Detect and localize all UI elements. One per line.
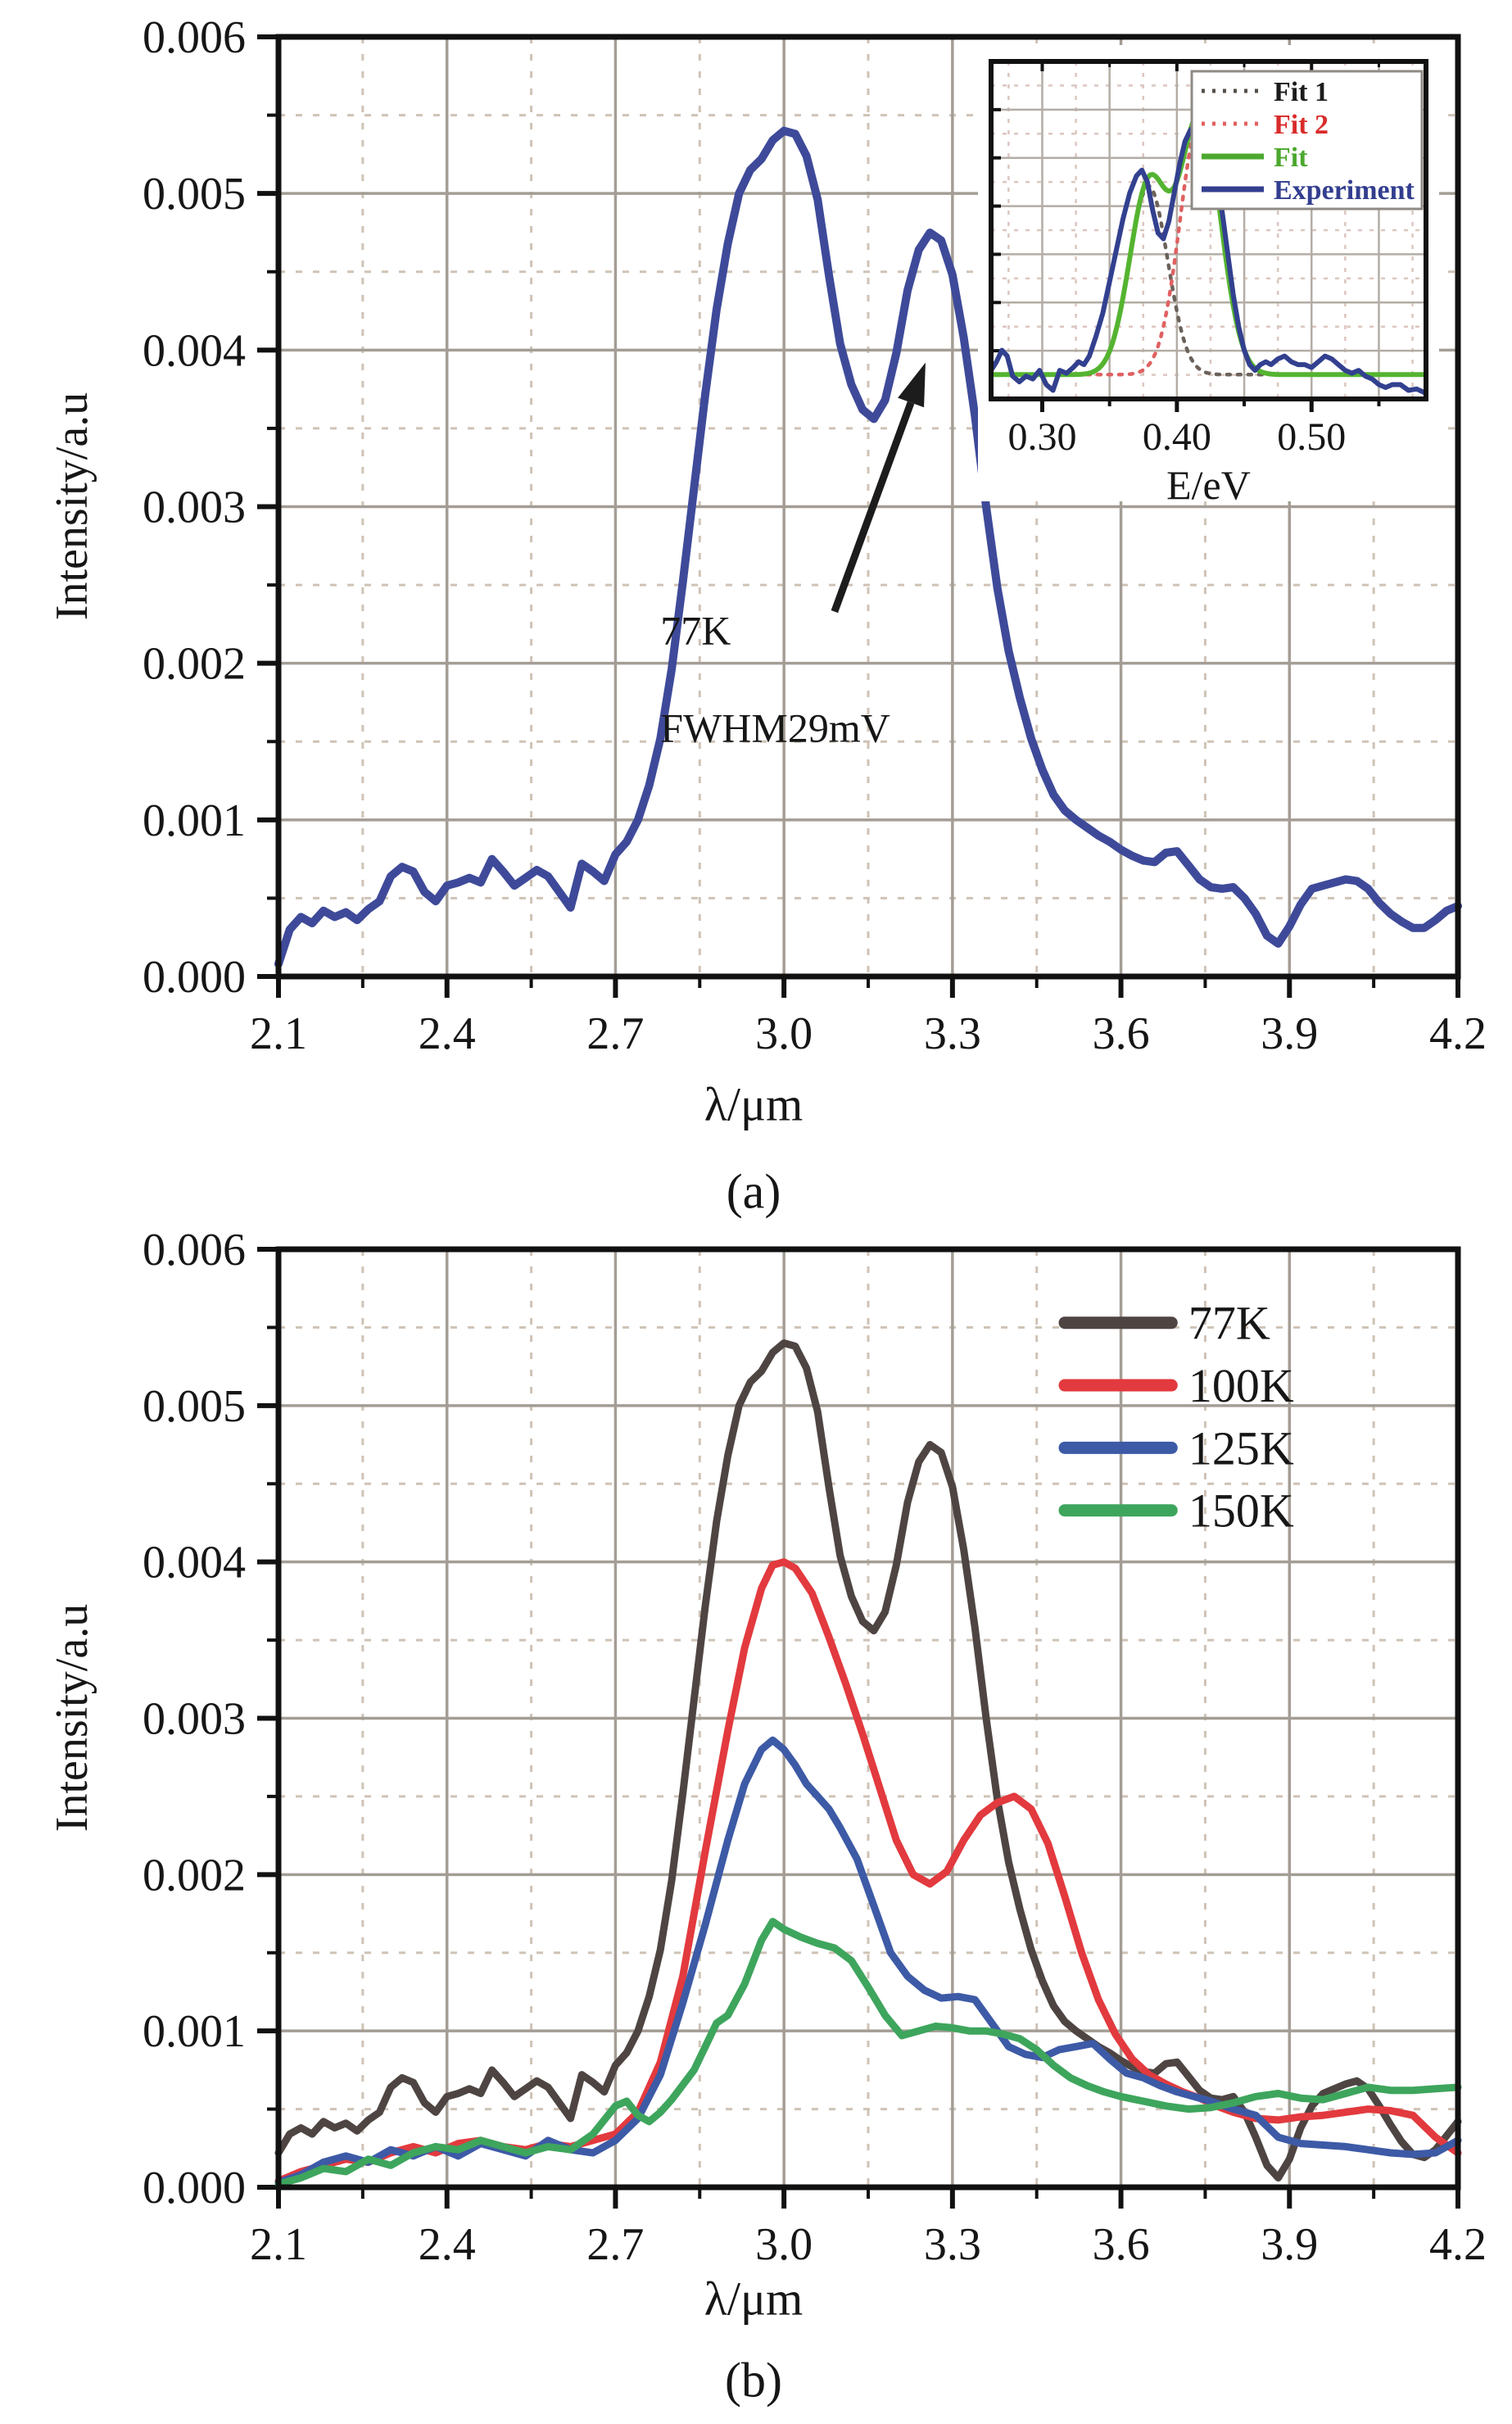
inset-legend-label: Experiment [1274, 175, 1415, 206]
y-tick-label: 0.005 [143, 1381, 246, 1432]
panel-a-caption: (a) [726, 1164, 781, 1219]
x-tick-label: 3.3 [924, 1008, 981, 1059]
x-tick-label: 3.6 [1093, 2219, 1150, 2270]
panel-a-series [274, 126, 1462, 968]
y-tick-label: 0.004 [143, 325, 246, 376]
panel-a-frame [275, 34, 1461, 980]
annotation-arrowhead [898, 362, 926, 408]
inset-legend-box [1190, 70, 1424, 211]
legend: 77K 100K 125K 150K [1058, 1297, 1294, 1538]
panel-b-y-axis-title: Intensity/a.u [47, 1603, 97, 1833]
panel-b-chart: 2.1 2.4 2.7 3.0 3.3 3.6 3.9 4.2 0.000 0.001 0.002 0… [143, 1225, 1487, 2270]
inset-x-tick-label: 0.50 [1277, 415, 1346, 459]
annotation: 77K FWHM29mV [660, 362, 926, 750]
x-tick-label: 2.7 [586, 1008, 644, 1059]
panel-a-y-axis-title: Intensity/a.u [47, 392, 97, 621]
y-tick-label: 0.003 [143, 483, 246, 533]
inset-frame [989, 59, 1428, 401]
x-tick-label: 3.6 [1093, 1008, 1150, 1059]
x-tick-label: 3.9 [1261, 2219, 1318, 2270]
y-tick-label: 0.001 [143, 795, 246, 846]
panel-b-frame [275, 1246, 1461, 2191]
x-tick-label: 3.9 [1261, 1008, 1318, 1059]
y-tick-label: 0.002 [143, 639, 246, 690]
panel-a-x-axis-title: λ/μm [704, 1077, 804, 1131]
curve-fit-1 [989, 184, 1427, 377]
x-tick-label: 3.3 [924, 2219, 981, 2270]
y-tick-label: 0.000 [143, 2163, 246, 2213]
y-tick-label: 0.005 [143, 169, 246, 220]
y-tick-label: 0.006 [143, 12, 246, 63]
panel-b-plot-area: 2.1 2.4 2.7 3.0 3.3 3.6 3.9 4.2 0.000 0.001 0.002 0… [143, 1225, 1487, 2270]
annotation-arrow [831, 401, 915, 614]
y-tick-label: 0.003 [143, 1694, 246, 1745]
x-tick-label: 4.2 [1429, 1008, 1487, 1059]
x-tick-label: 2.7 [586, 2219, 644, 2270]
curve-77k [274, 126, 1462, 968]
legend-label: 150K [1188, 1484, 1294, 1538]
panel-b-series [274, 1339, 1462, 2188]
inset-legend-label: Fit 1 [1274, 77, 1329, 107]
inset-x-axis-title: E/eV [1166, 462, 1251, 508]
legend-label: 100K [1188, 1359, 1294, 1412]
panel-b-ticks: 2.1 2.4 2.7 3.0 3.3 3.6 3.9 4.2 0.000 0.001 0.002 0… [143, 1225, 1487, 2270]
y-tick-label: 0.002 [143, 1850, 246, 1901]
panel-a-chart: 2.1 2.4 2.7 3.0 3.3 3.6 3.9 4.2 0.000 0.001 0.002 0… [143, 12, 1487, 1059]
x-tick-label: 2.1 [250, 2219, 307, 2270]
inset-legend-label: Fit 2 [1274, 110, 1329, 140]
curve-77k [274, 1339, 1462, 2182]
annotation-text: FWHM29mV [660, 705, 890, 750]
y-tick-label: 0.001 [143, 2006, 246, 2057]
y-tick-label: 0.006 [143, 1225, 246, 1275]
panel-b-caption: (b) [725, 2353, 782, 2408]
x-tick-label: 3.0 [755, 1008, 813, 1059]
y-tick-label: 0.004 [143, 1538, 246, 1588]
x-tick-label: 2.4 [419, 1008, 476, 1059]
x-tick-label: 2.1 [250, 1008, 307, 1059]
curve-150k [274, 1918, 1462, 2188]
legend-label: 125K [1188, 1421, 1294, 1475]
inset-x-tick-label: 0.30 [1007, 415, 1076, 459]
y-tick-label: 0.000 [143, 952, 246, 1003]
x-tick-label: 3.0 [755, 2219, 813, 2270]
panel-b-x-axis-title: λ/μm [704, 2272, 804, 2326]
panel-b-grid [278, 1249, 1458, 2187]
annotation-text: 77K [660, 608, 731, 654]
x-tick-label: 2.4 [419, 2219, 476, 2270]
x-tick-label: 4.2 [1429, 2219, 1487, 2270]
legend-label: 77K [1188, 1297, 1270, 1350]
inset-legend-label: Fit [1274, 143, 1308, 173]
inset-x-tick-label: 0.40 [1143, 415, 1211, 459]
